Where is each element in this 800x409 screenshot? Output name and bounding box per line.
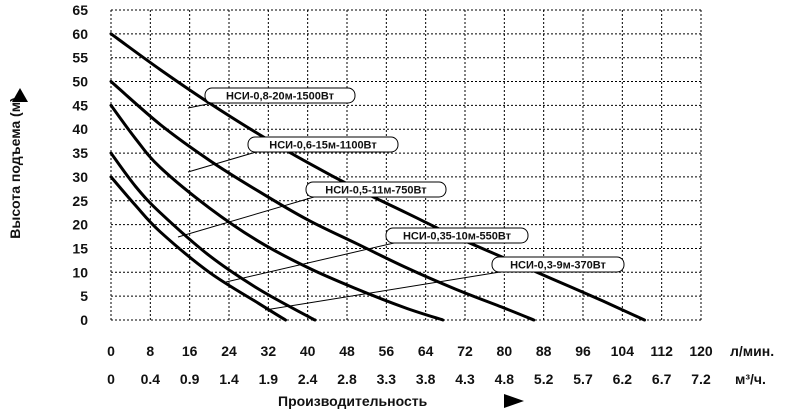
- x-tick-lmin-label: 104: [611, 343, 635, 359]
- series-line: [109, 151, 317, 322]
- x-tick-lmin-label: 64: [418, 343, 434, 359]
- series-label: НСИ-0,3-9м-370Вт: [510, 260, 606, 272]
- y-tick-label: 55: [72, 50, 88, 66]
- x-tick-m3h-label: 0.4: [141, 371, 161, 387]
- series-label-box: [247, 136, 399, 153]
- y-tick-label: 10: [72, 264, 88, 280]
- leader-line: [187, 151, 257, 173]
- y-tick-label: 65: [72, 2, 88, 18]
- x-tick-m3h-label: 2.8: [337, 371, 357, 387]
- leader-line: [177, 196, 315, 238]
- series-label: НСИ-0,6-15м-1100Вт: [269, 140, 377, 152]
- series-label: НСИ-0,8-20м-1500Вт: [226, 91, 335, 103]
- x-tick-m3h-label: 4.8: [495, 371, 515, 387]
- x-tick-m3h-label: 1.9: [259, 371, 279, 387]
- x-axis-title: Производительность: [278, 393, 428, 409]
- x-tick-m3h-label: 3.8: [416, 371, 436, 387]
- x-axis-ticks: 0 8 16 24 32 40 48 56 64 72 80 88 96 104 112 120 0 0.4 0.9…: [107, 343, 713, 387]
- x-tick-lmin-label: 56: [379, 343, 395, 359]
- series-line: [109, 103, 445, 322]
- x-tick-lmin-label: 80: [497, 343, 513, 359]
- leader-line: [187, 102, 214, 109]
- x-tick-m3h-label: 0.9: [180, 371, 200, 387]
- y-tick-label: 50: [72, 74, 88, 90]
- x-tick-m3h-label: 5.2: [534, 371, 554, 387]
- grid: [110, 9, 702, 321]
- unit-m3h-label: м³/ч.: [735, 371, 766, 387]
- x-tick-lmin-label: 88: [536, 343, 552, 359]
- y-axis-arrow-icon: [12, 88, 28, 102]
- x-tick-lmin-label: 120: [689, 343, 713, 359]
- y-axis-ticks: 0 5 10 15 20 25 30 35 40 45 50 55 60 65: [72, 2, 88, 328]
- x-tick-lmin-label: 24: [221, 343, 237, 359]
- y-tick-label: 45: [72, 97, 88, 113]
- x-tick-m3h-label: 0: [107, 371, 115, 387]
- series-label-box: [385, 227, 529, 244]
- x-tick-lmin-label: 8: [146, 343, 154, 359]
- x-tick-lmin-label: 96: [575, 343, 591, 359]
- y-axis-title: Высота подъема (м): [7, 97, 23, 238]
- y-tick-label: 60: [72, 26, 88, 42]
- series-label: НСИ-0,35-10м-550Вт: [403, 231, 512, 243]
- series-line: [109, 80, 536, 322]
- x-tick-m3h-label: 1.4: [219, 371, 239, 387]
- leader-line: [264, 271, 501, 311]
- x-tick-lmin-label: 16: [182, 343, 198, 359]
- x-tick-m3h-label: 3.3: [377, 371, 397, 387]
- x-tick-lmin-label: 0: [107, 343, 115, 359]
- x-tick-m3h-label: 4.3: [455, 371, 475, 387]
- x-tick-m3h-label: 2.4: [298, 371, 318, 387]
- series-group: [109, 32, 646, 322]
- x-tick-lmin-label: 32: [261, 343, 277, 359]
- series-label-box: [204, 87, 356, 104]
- series-label: НСИ-0,5-11м-750Вт: [325, 185, 427, 197]
- x-tick-lmin-label: 40: [300, 343, 316, 359]
- x-tick-m3h-label: 7.2: [691, 371, 711, 387]
- y-tick-label: 20: [72, 217, 88, 233]
- y-tick-label: 0: [80, 312, 88, 328]
- series-line: [109, 175, 287, 322]
- x-axis-arrow-icon: [504, 394, 524, 408]
- x-tick-m3h-label: 6.2: [613, 371, 633, 387]
- x-tick-lmin-label: 48: [339, 343, 355, 359]
- series-labels: НСИ-0,8-20м-1500Вт НСИ-0,6-15м-1100Вт НСИ-…: [177, 87, 625, 311]
- y-tick-label: 35: [72, 145, 88, 161]
- x-tick-lmin-label: 72: [457, 343, 473, 359]
- y-tick-label: 30: [72, 169, 88, 185]
- series-label-box: [491, 256, 625, 273]
- x-tick-m3h-label: 6.7: [652, 371, 672, 387]
- series-label-box: [305, 181, 447, 198]
- y-tick-label: 15: [72, 240, 88, 256]
- x-tick-m3h-label: 5.7: [573, 371, 593, 387]
- unit-lmin-label: л/мин.: [730, 343, 774, 359]
- leader-line: [225, 242, 395, 283]
- series-line: [109, 32, 646, 322]
- y-tick-label: 40: [72, 121, 88, 137]
- y-tick-label: 25: [72, 193, 88, 209]
- y-tick-label: 5: [80, 288, 88, 304]
- x-tick-lmin-label: 112: [650, 343, 673, 359]
